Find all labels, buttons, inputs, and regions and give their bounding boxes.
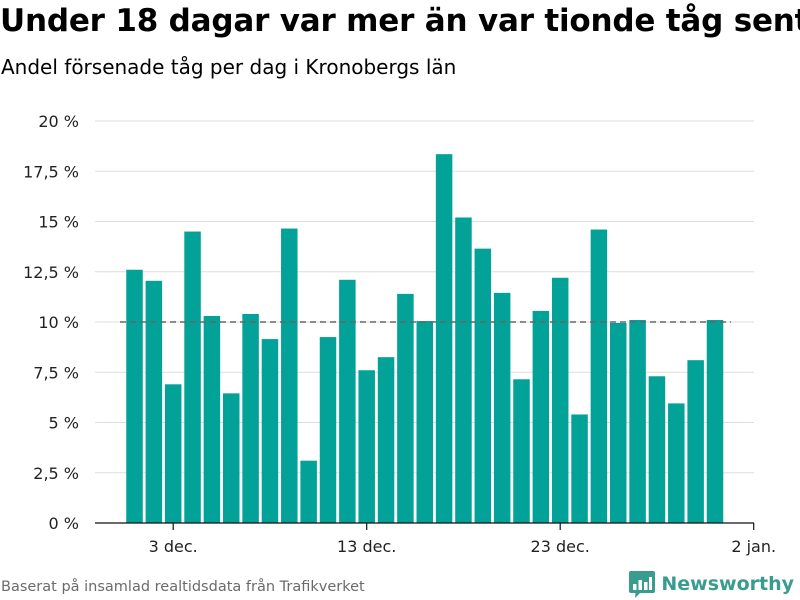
brand-name: Newsworthy [661,573,794,595]
bar [164,384,182,523]
y-tick-label: 5 % [49,414,79,433]
bar [474,248,492,523]
bar [551,277,569,523]
chart-subtitle: Andel försenade tåg per dag i Kronobergs… [1,55,457,79]
bar [319,337,337,523]
bar [532,310,550,523]
bar [455,217,472,524]
bar [648,376,666,523]
x-tick-label: 2 jan. [731,537,776,556]
source-note: Baserat på insamlad realtidsdata från Tr… [1,579,365,595]
bar [300,460,317,523]
y-tick-label: 10 % [38,313,79,332]
x-axis [95,522,755,530]
bar [590,229,608,524]
y-tick-label: 17,5 % [23,162,79,181]
bar [377,357,395,523]
x-tick-label: 13 dec. [337,537,396,556]
bar [687,360,704,523]
bar [126,269,143,523]
bar [706,319,724,523]
y-tick-label: 0 % [49,514,79,533]
y-tick-label: 12,5 % [23,263,79,282]
bar [242,313,259,523]
newsworthy-logo: Newsworthy [629,570,794,598]
x-axis-labels: 3 dec. 13 dec. 23 dec. 2 jan. [149,537,776,556]
bar [416,320,433,523]
bar [203,315,221,523]
bar [668,403,685,523]
bar [610,323,627,523]
chart-title: Under 18 dagar var mer än var tionde tåg… [0,3,800,39]
bar [571,414,588,523]
bar [184,231,201,524]
bar [339,279,356,523]
bar [513,379,530,523]
y-tick-label: 15 % [38,213,79,232]
bars [126,154,724,524]
bar [223,393,240,523]
bar [358,370,375,523]
y-tick-label: 7,5 % [33,363,79,382]
y-axis-labels: 0 % 2,5 % 5 % 7,5 % 10 % 12,5 % 15 % 17,5 % 20 % [23,112,79,533]
bar [493,292,511,523]
bar [397,293,414,523]
y-tick-label: 20 % [38,112,79,131]
bar [281,228,298,523]
bar [145,280,163,523]
x-tick-label: 23 dec. [531,537,590,556]
bar [435,154,453,524]
x-tick-label: 3 dec. [149,537,198,556]
y-tick-label: 2,5 % [33,464,79,483]
bar [629,319,646,523]
bar [261,339,279,523]
bar-chart-speech-bubble-icon [629,570,656,598]
